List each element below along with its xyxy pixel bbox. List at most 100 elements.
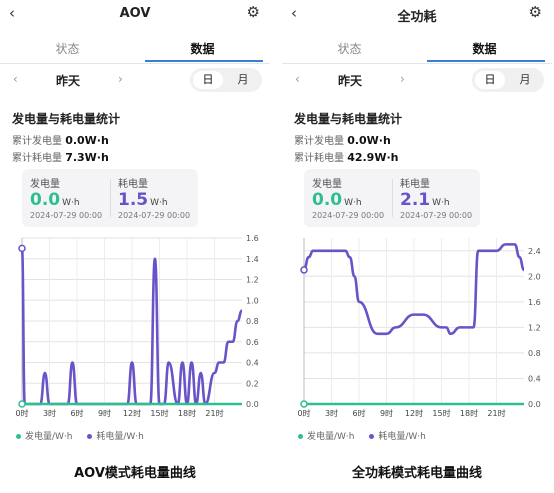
- card-generation-unit: W·h: [62, 198, 80, 208]
- period-month-button[interactable]: 月: [519, 73, 531, 86]
- consumption-series-line: [303, 243, 525, 336]
- card-consumption-label: 耗电量: [400, 179, 430, 190]
- tab-status[interactable]: 状态: [337, 42, 362, 56]
- tab-underline: [145, 60, 263, 62]
- consumption-total-label: 累计耗电量: [12, 153, 62, 164]
- period-day-button[interactable]: 日: [475, 71, 505, 89]
- card-generation-time: 2024-07-29 00:00: [312, 211, 385, 220]
- section-title: 发电量与耗电量统计: [294, 112, 403, 126]
- gear-icon[interactable]: ⚙: [246, 3, 260, 21]
- prev-date-icon[interactable]: ‹: [13, 72, 18, 86]
- card-consumption-time: 2024-07-29 00:00: [400, 211, 473, 220]
- card-consumption-number: 1.5: [118, 190, 149, 210]
- card-generation-label: 发电量: [30, 179, 60, 190]
- tab-bar: 状态 数据: [0, 33, 270, 64]
- consumption-total: 累计耗电量 7.3W·h: [12, 149, 109, 164]
- card-consumption-number: 2.1: [400, 190, 431, 210]
- card-consumption: 耗电量 2.1 W·h 2024-07-29 00:00: [400, 175, 484, 220]
- card-consumption-value: 2.1 W·h: [400, 190, 484, 210]
- generation-total-label: 累计发电量: [294, 136, 344, 147]
- legend-generation-dot: [298, 434, 303, 439]
- card-consumption-value: 1.5 W·h: [118, 190, 202, 210]
- next-date-icon[interactable]: ›: [400, 72, 405, 86]
- back-arrow-icon[interactable]: ‹: [9, 4, 15, 22]
- panel-full-power: ‹ 全功耗 ⚙ 状态 数据 ‹ 昨天 › 日 月 发电量与耗电量统计 累计发电量…: [282, 0, 552, 493]
- generation-total: 累计发电量 0.0W·h: [12, 132, 109, 147]
- period-toggle: 日 月: [472, 68, 544, 92]
- x-tick-label: 9时: [380, 408, 393, 418]
- x-tick-label: 21时: [487, 408, 505, 418]
- legend-consumption-label: 耗电量/W·h: [378, 432, 426, 442]
- x-tick-label: 0时: [15, 408, 28, 418]
- consumption-total: 累计耗电量 42.9W·h: [294, 149, 398, 164]
- period-day-button[interactable]: 日: [193, 71, 223, 89]
- y-tick-label: 1.0: [246, 296, 259, 305]
- y-tick-label: 0.4: [528, 374, 541, 383]
- y-tick-label: 1.6: [528, 298, 541, 307]
- consumption-marker: [300, 266, 308, 274]
- y-tick-label: 1.4: [246, 255, 259, 264]
- card-generation: 发电量 0.0 W·h 2024-07-29 00:00: [30, 175, 114, 220]
- y-tick-label: 0.4: [246, 359, 259, 368]
- x-tick-label: 18时: [178, 408, 196, 418]
- x-tick-label: 18时: [460, 408, 478, 418]
- x-tick-label: 12时: [405, 408, 423, 418]
- prev-date-icon[interactable]: ‹: [295, 72, 300, 86]
- y-tick-label: 0.8: [528, 349, 541, 358]
- period-month-button[interactable]: 月: [237, 73, 249, 86]
- card-generation-value: 0.0 W·h: [30, 190, 114, 210]
- tab-status[interactable]: 状态: [55, 42, 80, 56]
- x-tick-label: 0时: [297, 408, 310, 418]
- figure-caption: 全功耗模式耗电量曲线: [351, 466, 482, 481]
- page-title: AOV: [119, 6, 151, 21]
- section-title: 发电量与耗电量统计: [12, 112, 121, 126]
- generation-total-value: 0.0W·h: [65, 134, 109, 147]
- header: ‹ AOV ⚙: [0, 0, 270, 30]
- y-tick-label: 0.8: [246, 317, 259, 326]
- header: ‹ 全功耗 ⚙: [282, 0, 552, 30]
- y-tick-label: 2.0: [528, 272, 541, 281]
- panel-aov: ‹ AOV ⚙ 状态 数据 ‹ 昨天 › 日 月 发电量与耗电量统计 累计发电量…: [0, 0, 270, 493]
- y-tick-label: 0.0: [528, 400, 541, 409]
- generation-marker: [300, 400, 308, 408]
- tab-underline: [427, 60, 545, 62]
- generation-marker: [18, 400, 26, 408]
- x-tick-label: 21时: [205, 408, 223, 418]
- card-generation: 发电量 0.0 W·h 2024-07-29 00:00: [312, 175, 396, 220]
- card-consumption-unit: W·h: [150, 198, 168, 208]
- card-generation-time: 2024-07-29 00:00: [30, 211, 103, 220]
- legend-consumption-dot: [369, 434, 375, 439]
- consumption-marker: [18, 244, 26, 253]
- card-generation-unit: W·h: [344, 198, 362, 208]
- back-arrow-icon[interactable]: ‹: [291, 4, 297, 22]
- power-chart[interactable]: 0.0 0.2 0.4 0.6 0.8 1.0 1.2 1.4 1.6 0时 3时 6时 9时 12时 15…: [0, 228, 270, 418]
- y-tick-label: 1.2: [528, 323, 541, 332]
- x-tick-label: 6时: [352, 408, 365, 418]
- card-generation-number: 0.0: [30, 190, 61, 210]
- tooltip-card: 发电量 0.0 W·h 2024-07-29 00:00 耗电量 1.5 W·h 2…: [22, 169, 198, 227]
- generation-total-value: 0.0W·h: [347, 134, 391, 147]
- tab-data[interactable]: 数据: [472, 42, 497, 56]
- card-consumption-time: 2024-07-29 00:00: [118, 211, 191, 220]
- card-generation-label: 发电量: [312, 179, 342, 190]
- next-date-icon[interactable]: ›: [118, 72, 123, 86]
- card-consumption: 耗电量 1.5 W·h 2024-07-29 00:00: [118, 175, 202, 220]
- x-tick-label: 9时: [98, 408, 111, 418]
- tab-data[interactable]: 数据: [190, 42, 215, 56]
- generation-total-label: 累计发电量: [12, 136, 62, 147]
- x-tick-label: 15时: [150, 408, 168, 418]
- x-tick-label: 15时: [432, 408, 450, 418]
- legend-generation-dot: [16, 434, 21, 439]
- date-bar: ‹ 昨天 › 日 月: [282, 68, 552, 94]
- card-consumption-unit: W·h: [432, 198, 450, 208]
- generation-total: 累计发电量 0.0W·h: [294, 132, 391, 147]
- power-chart[interactable]: 0.0 0.4 0.8 1.2 1.6 2.0 2.4 0时 3时 6时 9时 12时 15时 18时 21…: [282, 228, 552, 418]
- gear-icon[interactable]: ⚙: [528, 3, 542, 21]
- date-label: 昨天: [56, 74, 81, 88]
- legend-generation-label: 发电量/W·h: [25, 432, 73, 442]
- page-title: 全功耗: [397, 10, 437, 25]
- card-consumption-label: 耗电量: [118, 179, 148, 190]
- date-bar: ‹ 昨天 › 日 月: [0, 68, 270, 94]
- x-tick-label: 12时: [123, 408, 141, 418]
- y-tick-label: 0.6: [246, 338, 259, 347]
